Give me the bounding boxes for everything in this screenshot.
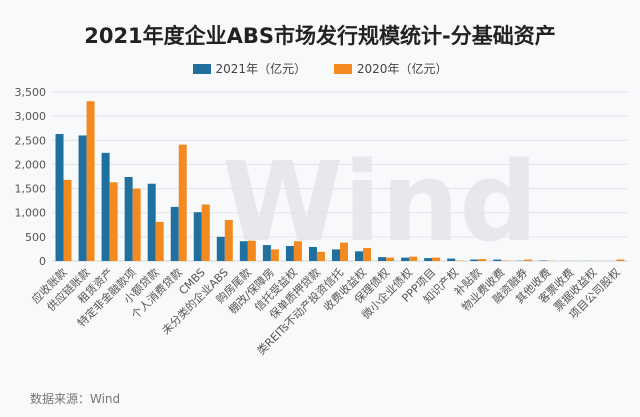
legend-swatch bbox=[192, 63, 211, 74]
bar-2021 bbox=[55, 134, 64, 261]
chart-title: 2021年度企业ABS市场发行规模统计-分基础资产 bbox=[84, 24, 556, 48]
legend-swatch bbox=[333, 63, 352, 74]
bar-2021 bbox=[332, 249, 340, 261]
bar-2020 bbox=[109, 182, 118, 261]
bar-2021 bbox=[170, 206, 179, 261]
bar-2021 bbox=[101, 152, 110, 261]
bar-2021 bbox=[401, 257, 410, 261]
bar-2021 bbox=[193, 212, 202, 261]
bar-2021 bbox=[447, 258, 456, 261]
bar-2020 bbox=[224, 219, 233, 261]
bar-2020 bbox=[155, 221, 164, 261]
bar-2021 bbox=[470, 259, 479, 261]
bar-2021 bbox=[239, 241, 248, 261]
source-note: 数据来源：Wind bbox=[30, 392, 121, 406]
bar-2020 bbox=[86, 101, 95, 261]
bar-2020 bbox=[132, 188, 141, 261]
bar-2021 bbox=[493, 259, 502, 261]
bar-2021 bbox=[147, 183, 156, 261]
y-tick-label: 0 bbox=[39, 255, 46, 268]
y-tick-label: 1,500 bbox=[15, 183, 47, 196]
bar-2021 bbox=[355, 251, 364, 261]
legend: 2021年（亿元） 2020年（亿元） bbox=[0, 60, 640, 77]
bar-2020 bbox=[363, 247, 372, 261]
legend-label: 2021年（亿元） bbox=[215, 62, 307, 76]
bar-2020 bbox=[409, 256, 418, 261]
y-tick-label: 3,500 bbox=[15, 86, 47, 99]
y-tick-label: 2,000 bbox=[15, 158, 47, 171]
bar-2020 bbox=[270, 249, 279, 261]
bar-2020 bbox=[293, 241, 302, 261]
bar-2020 bbox=[247, 240, 256, 261]
bar-2020 bbox=[340, 242, 348, 261]
bar-2021 bbox=[216, 236, 225, 261]
bar-2021 bbox=[124, 176, 133, 261]
bar-2020 bbox=[616, 259, 625, 261]
watermark: Wind bbox=[222, 138, 538, 266]
bar-2021 bbox=[378, 257, 387, 261]
bar-2021 bbox=[78, 135, 87, 261]
bar-2020 bbox=[316, 251, 325, 261]
bar-2021 bbox=[285, 246, 294, 261]
y-tick-label: 500 bbox=[25, 231, 46, 244]
legend-item-2021: 2021年（亿元） bbox=[192, 60, 307, 77]
bar-2021 bbox=[262, 245, 271, 261]
bar-2020 bbox=[432, 257, 441, 261]
y-tick-label: 1,000 bbox=[15, 207, 47, 220]
bar-2020 bbox=[478, 259, 487, 261]
y-tick-label: 2,500 bbox=[15, 134, 47, 147]
legend-label: 2020年（亿元） bbox=[356, 62, 448, 76]
bar-2020 bbox=[201, 204, 210, 261]
bar-2020 bbox=[63, 179, 72, 261]
bar-2020 bbox=[178, 144, 187, 261]
bar-2020 bbox=[386, 257, 395, 261]
legend-item-2020: 2020年（亿元） bbox=[333, 60, 448, 77]
y-tick-label: 3,000 bbox=[15, 110, 47, 123]
bar-2021 bbox=[308, 246, 317, 261]
bar-2020 bbox=[524, 259, 533, 261]
bar-2021 bbox=[424, 258, 433, 261]
